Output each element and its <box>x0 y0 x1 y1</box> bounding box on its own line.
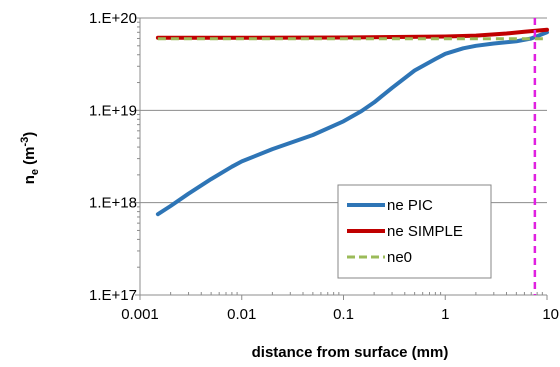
legend: ne PIC ne SIMPLE ne0 <box>337 184 492 279</box>
legend-label: ne SIMPLE <box>387 223 463 240</box>
x-tick-labels: 0.001 0.01 0.1 1 10 <box>121 295 559 323</box>
y-tick-label: 1.E+18 <box>89 195 137 212</box>
legend-label: ne0 <box>387 249 412 266</box>
y-tick-label: 1.E+19 <box>89 102 137 119</box>
y-tick-label: 1.E+17 <box>89 287 137 304</box>
legend-items: ne PIC ne SIMPLE ne0 <box>347 197 463 266</box>
x-tick-label: 0.1 <box>333 306 354 323</box>
x-tick-label: 10 <box>542 306 559 323</box>
legend-label: ne PIC <box>387 197 433 214</box>
y-axis-title-unit-sup: -3 <box>19 137 31 147</box>
y-axis-title-unit-open: (m <box>21 146 38 169</box>
x-tick-label: 0.001 <box>121 306 159 323</box>
y-axis-title-subscript: e <box>29 169 41 175</box>
y-axis-title-unit-close: ) <box>21 132 38 137</box>
y-tick-label: 1.E+20 <box>89 10 137 27</box>
series-line-ne-simple <box>155 27 549 40</box>
series-lines <box>155 27 549 217</box>
y-axis-title: ne (m-3) <box>19 132 41 185</box>
y-axis-title-main: n <box>21 175 38 184</box>
x-axis-title: distance from surface (mm) <box>252 344 449 361</box>
x-tick-label: 1 <box>441 306 449 323</box>
y-tick-labels: 1.E+17 1.E+18 1.E+19 1.E+20 <box>89 10 140 304</box>
series-line-ne-pic <box>155 30 549 217</box>
x-tick-label: 0.01 <box>227 306 256 323</box>
